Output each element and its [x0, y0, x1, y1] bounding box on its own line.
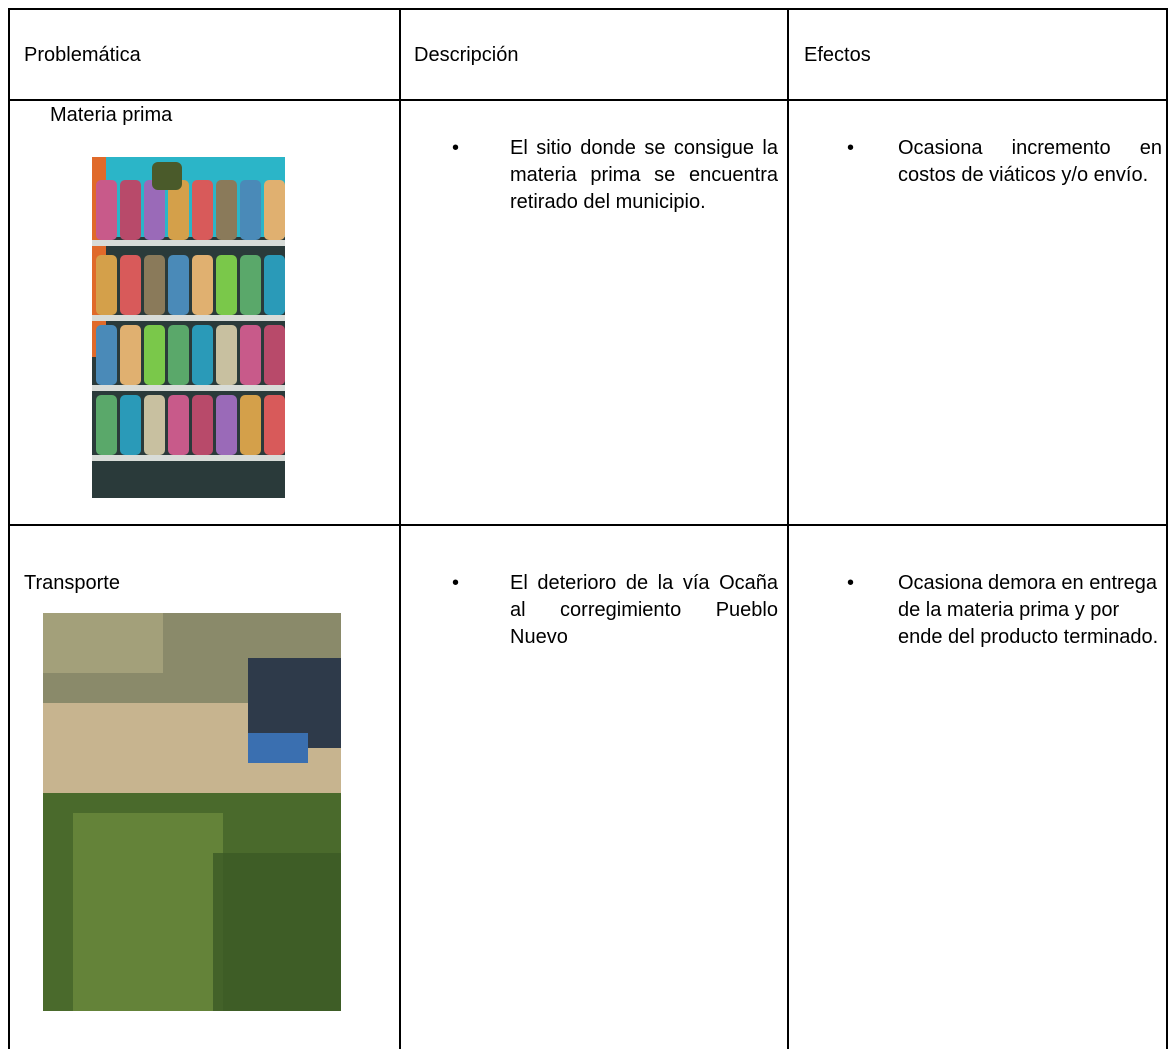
truck — [248, 733, 308, 763]
border — [8, 8, 1168, 10]
spool — [264, 180, 285, 240]
spool — [216, 325, 237, 385]
description: El sitio donde se consigue la materia pr… — [510, 137, 778, 213]
border — [399, 8, 401, 1049]
spool — [168, 255, 189, 315]
border — [8, 99, 1168, 101]
spool — [120, 180, 141, 240]
spool — [216, 180, 237, 240]
shelf — [92, 385, 285, 391]
photo-road — [43, 613, 341, 1011]
spool — [120, 395, 141, 455]
spool — [192, 255, 213, 315]
spool — [192, 180, 213, 240]
bullet: • — [847, 572, 855, 594]
spool — [96, 180, 117, 240]
hillside — [43, 613, 163, 673]
bullet: • — [452, 137, 460, 159]
bullet: • — [847, 137, 855, 159]
spool — [120, 325, 141, 385]
header-cell: Descripción — [414, 44, 519, 66]
description: El deterioro de la vía Ocaña al corregim… — [510, 572, 778, 648]
border — [1166, 8, 1168, 1049]
shelf — [92, 240, 285, 246]
spool — [144, 180, 165, 240]
spool — [264, 255, 285, 315]
spool — [216, 255, 237, 315]
shelf — [92, 315, 285, 321]
spool — [264, 325, 285, 385]
spool — [168, 395, 189, 455]
header-cell: Problemática — [24, 44, 141, 66]
spool — [144, 255, 165, 315]
spool — [168, 180, 189, 240]
spool — [240, 255, 261, 315]
border — [8, 524, 1168, 526]
spool — [96, 395, 117, 455]
spool — [240, 180, 261, 240]
grass — [73, 813, 223, 1011]
photo-spools — [92, 157, 285, 498]
effect: Ocasiona demora en entrega de la materia… — [898, 572, 1159, 648]
spool — [240, 395, 261, 455]
spool — [168, 325, 189, 385]
border — [787, 8, 789, 1049]
spool — [192, 325, 213, 385]
problem: Materia prima — [50, 104, 173, 126]
problem: Transporte — [24, 572, 120, 594]
header-cell: Efectos — [804, 44, 871, 66]
effect: Ocasiona incremento en costos de viático… — [898, 137, 1162, 186]
spool — [240, 325, 261, 385]
spool — [216, 395, 237, 455]
spool — [144, 325, 165, 385]
spool — [192, 395, 213, 455]
spool — [120, 255, 141, 315]
spool-top — [152, 162, 182, 190]
bullet: • — [452, 572, 460, 594]
spool — [96, 255, 117, 315]
border — [8, 8, 10, 1049]
grass — [213, 853, 341, 1011]
spool — [264, 395, 285, 455]
shelf — [92, 455, 285, 461]
spool — [96, 325, 117, 385]
spool — [144, 395, 165, 455]
